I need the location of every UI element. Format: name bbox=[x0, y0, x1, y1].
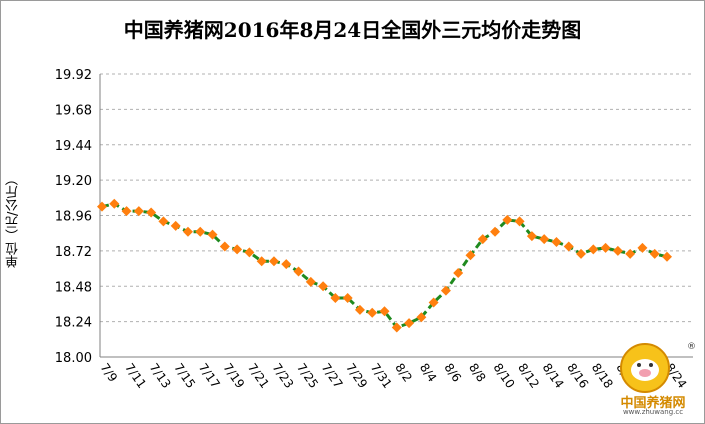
chart-title: 中国养猪网2016年8月24日全国外三元均价走势图 bbox=[123, 18, 582, 42]
data-point-marker bbox=[195, 226, 206, 237]
data-point-marker bbox=[526, 231, 537, 242]
x-tick-label: 8/10 bbox=[491, 361, 518, 391]
axes bbox=[99, 74, 693, 358]
x-tick-label: 7/27 bbox=[319, 361, 346, 391]
data-point-marker bbox=[404, 318, 415, 329]
data-point-marker bbox=[416, 312, 427, 323]
data-point-marker bbox=[477, 234, 488, 245]
data-point-marker bbox=[305, 276, 316, 287]
data-point-marker bbox=[182, 226, 193, 237]
x-tick-label: 8/12 bbox=[515, 361, 542, 391]
data-point-marker bbox=[440, 285, 451, 296]
y-tick-label: 18.00 bbox=[55, 351, 92, 366]
x-tick-label: 8/4 bbox=[417, 361, 440, 385]
x-tick-label: 7/21 bbox=[245, 361, 272, 391]
data-point-marker bbox=[97, 201, 107, 212]
registered-mark: ® bbox=[687, 342, 696, 352]
data-point-marker bbox=[121, 206, 132, 217]
data-point-marker bbox=[576, 248, 587, 259]
x-tick-labels: 7/9 7/117/137/157/177/197/217/237/257/277… bbox=[98, 361, 690, 391]
y-tick-label: 18.48 bbox=[55, 280, 92, 295]
data-point-marker bbox=[502, 214, 513, 225]
data-point-marker bbox=[539, 234, 550, 245]
x-tick-label: 8/6 bbox=[441, 361, 464, 385]
data-point-marker bbox=[551, 237, 562, 248]
x-tick-label: 7/23 bbox=[269, 361, 296, 391]
data-point-marker bbox=[612, 245, 623, 256]
y-tick-label: 19.68 bbox=[55, 103, 92, 118]
x-tick-label: 8/16 bbox=[564, 361, 591, 391]
data-point-marker bbox=[514, 216, 525, 227]
data-point-marker bbox=[367, 307, 378, 318]
logo-url-text: www.zhuwang.cc bbox=[622, 408, 684, 416]
y-tick-labels: 19.92 19.68 19.44 19.20 18.96 18.72 18.48 18.24… bbox=[55, 68, 92, 366]
series bbox=[97, 198, 672, 333]
data-point-marker bbox=[219, 241, 230, 252]
data-point-marker bbox=[330, 293, 341, 304]
data-point-marker bbox=[342, 293, 353, 304]
x-tick-label: 7/25 bbox=[294, 361, 321, 391]
data-point-marker bbox=[563, 241, 574, 252]
data-point-marker bbox=[354, 304, 365, 315]
logo-brand-text: 中国养猪网 bbox=[620, 396, 686, 411]
data-point-marker bbox=[146, 207, 157, 218]
data-point-marker bbox=[465, 250, 476, 261]
y-tick-label: 18.96 bbox=[55, 210, 92, 225]
data-point-marker bbox=[600, 242, 611, 253]
data-point-marker bbox=[158, 216, 169, 227]
data-point-marker bbox=[268, 256, 279, 267]
data-point-marker bbox=[649, 248, 660, 259]
data-point-marker bbox=[170, 220, 181, 231]
data-point-marker bbox=[490, 226, 501, 237]
y-tick-label: 18.72 bbox=[55, 245, 92, 260]
y-tick-label: 18.24 bbox=[55, 316, 92, 331]
data-point-marker bbox=[637, 242, 648, 253]
x-tick-label: 7/13 bbox=[147, 361, 174, 391]
x-tick-label: 8/14 bbox=[540, 361, 567, 391]
data-point-marker bbox=[109, 198, 120, 209]
x-tick-label: 7/15 bbox=[171, 361, 198, 391]
data-point-marker bbox=[232, 244, 243, 255]
data-point-marker bbox=[244, 247, 255, 258]
y-tick-label: 19.92 bbox=[55, 68, 92, 83]
x-tick-label: 7/9 bbox=[98, 361, 121, 385]
data-point-marker bbox=[281, 259, 292, 270]
x-tick-label: 8/8 bbox=[466, 361, 489, 385]
data-point-marker bbox=[256, 256, 267, 267]
data-point-marker bbox=[662, 251, 672, 262]
x-tick-label: 7/19 bbox=[220, 361, 247, 391]
data-point-marker bbox=[588, 244, 599, 255]
zhuwang-logo: ® 中国养猪网 www.zhuwang.cc bbox=[607, 340, 699, 420]
data-point-marker bbox=[391, 322, 402, 333]
data-point-marker bbox=[133, 206, 144, 217]
pig-logo-icon bbox=[620, 343, 670, 393]
x-tick-label: 7/31 bbox=[368, 361, 395, 391]
data-point-marker bbox=[428, 297, 439, 308]
data-point-marker bbox=[293, 266, 304, 277]
grid-lines bbox=[100, 73, 693, 323]
x-tick-label: 7/29 bbox=[343, 361, 370, 391]
x-tick-label: 7/17 bbox=[196, 361, 223, 391]
data-point-marker bbox=[453, 267, 464, 278]
x-tick-label: 8/2 bbox=[392, 361, 415, 385]
y-tick-label: 19.44 bbox=[55, 139, 92, 154]
data-point-marker bbox=[625, 248, 636, 259]
y-tick-label: 19.20 bbox=[55, 174, 92, 189]
x-tick-label: 7/11 bbox=[122, 361, 149, 391]
data-point-marker bbox=[379, 306, 390, 317]
data-point-marker bbox=[207, 229, 218, 240]
data-point-marker bbox=[318, 281, 329, 292]
